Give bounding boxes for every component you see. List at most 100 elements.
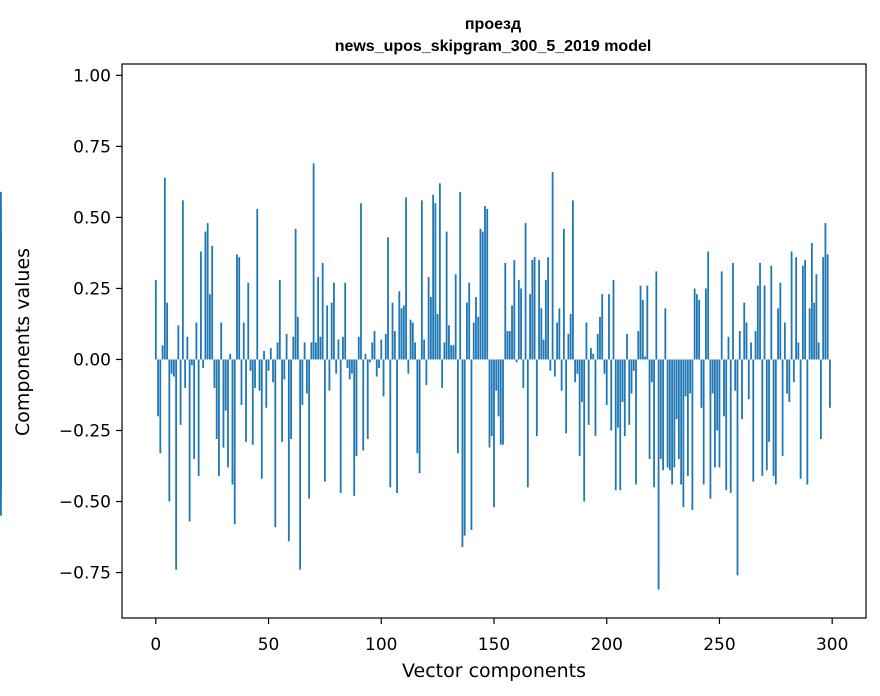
- bar-290: [808, 308, 811, 360]
- bar-221: [653, 359, 655, 488]
- bar-133: [454, 274, 457, 360]
- bar-115: [414, 342, 416, 360]
- bar-147: [486, 208, 489, 360]
- bar-155: [504, 262, 507, 360]
- bar-183: [567, 333, 570, 360]
- bar-56: [281, 359, 283, 442]
- bar-217: [644, 356, 646, 360]
- bar-151: [495, 359, 498, 391]
- bar-216: [641, 299, 644, 360]
- bar-53: [274, 359, 277, 528]
- bar-212: [632, 359, 635, 371]
- bar-241: [698, 299, 701, 360]
- bar-231: [675, 359, 678, 420]
- bar-120: [425, 359, 428, 386]
- bar-12: [181, 200, 184, 360]
- bar-252: [723, 359, 725, 417]
- bar-292: [813, 302, 816, 360]
- y-tick-label: 0.50: [73, 208, 111, 228]
- bar-117: [418, 359, 421, 474]
- bar-78: [330, 302, 333, 360]
- bar-233: [680, 359, 683, 485]
- bar-25: [211, 245, 214, 360]
- bar-213: [635, 359, 637, 485]
- bar-272: [768, 359, 770, 442]
- bar-140: [470, 359, 473, 530]
- bar-200: [605, 359, 608, 405]
- bar-154: [502, 359, 504, 445]
- bar-264: [750, 342, 752, 360]
- bar-256: [732, 262, 734, 360]
- y-tick-label: −0.50: [59, 493, 111, 513]
- bar-171: [540, 308, 543, 360]
- chart-title: проезд: [465, 16, 521, 33]
- bar-73: [319, 336, 322, 360]
- bar-185: [572, 200, 574, 360]
- bar-86: [348, 359, 351, 380]
- bar-71: [314, 342, 317, 360]
- bar-23: [206, 223, 209, 360]
- bar-77: [328, 359, 331, 391]
- bar-38: [240, 359, 243, 405]
- bar-42: [249, 359, 252, 371]
- bar-119: [423, 339, 426, 360]
- bar-170: [538, 260, 540, 360]
- bar-160: [515, 359, 518, 363]
- bar-299: [829, 359, 831, 408]
- y-tick-label: −0.25: [59, 421, 111, 441]
- bar-27: [215, 359, 218, 440]
- bar-135: [459, 191, 462, 360]
- bar-99: [378, 359, 380, 368]
- bar-276: [777, 308, 779, 360]
- bar-43: [251, 359, 254, 445]
- bar-15: [188, 359, 191, 522]
- bar-1: [157, 359, 159, 417]
- bar-254: [727, 336, 730, 360]
- bar-293: [815, 274, 818, 360]
- bar-72: [317, 277, 320, 360]
- bar-54: [276, 342, 279, 360]
- bar-18: [195, 322, 198, 360]
- bar-288: [804, 260, 807, 360]
- bar-122: [429, 296, 432, 360]
- bar-289: [806, 359, 809, 485]
- bar-226: [664, 308, 667, 360]
- bar-63: [296, 316, 299, 360]
- bar-173: [544, 279, 547, 360]
- x-tick-label: 250: [703, 635, 735, 655]
- bar-14: [186, 336, 189, 360]
- bar-97: [373, 331, 376, 360]
- bar-175: [549, 359, 552, 371]
- bar-234: [682, 359, 685, 508]
- bar-296: [822, 257, 825, 360]
- bar-31: [224, 359, 227, 411]
- bar-201: [608, 294, 610, 360]
- bar-57: [283, 359, 286, 380]
- bar-205: [617, 359, 619, 428]
- bar-239: [693, 288, 696, 360]
- x-tick-label: 0: [150, 635, 161, 655]
- bar-68: [308, 359, 311, 499]
- y-tick-label: −0.75: [59, 564, 111, 584]
- bar-143: [477, 316, 480, 360]
- bar-104: [389, 359, 392, 488]
- bar-39: [242, 322, 245, 360]
- bar-244: [705, 288, 707, 360]
- bar-265: [752, 359, 755, 482]
- bar-55: [278, 279, 281, 360]
- bar-298: [826, 254, 829, 360]
- bar-36: [236, 254, 238, 360]
- bar-49: [265, 359, 268, 408]
- bar-65: [301, 359, 304, 405]
- x-tick-label: 150: [478, 635, 510, 655]
- bar-26: [213, 359, 216, 388]
- bar-131: [450, 345, 453, 360]
- bar-247: [711, 359, 714, 394]
- bar-75: [324, 359, 326, 482]
- bar-211: [630, 359, 633, 394]
- bar-24: [209, 294, 211, 360]
- bar-214: [637, 331, 640, 360]
- bar-16: [190, 359, 193, 366]
- bar-105: [391, 302, 394, 360]
- bar-230: [673, 359, 676, 468]
